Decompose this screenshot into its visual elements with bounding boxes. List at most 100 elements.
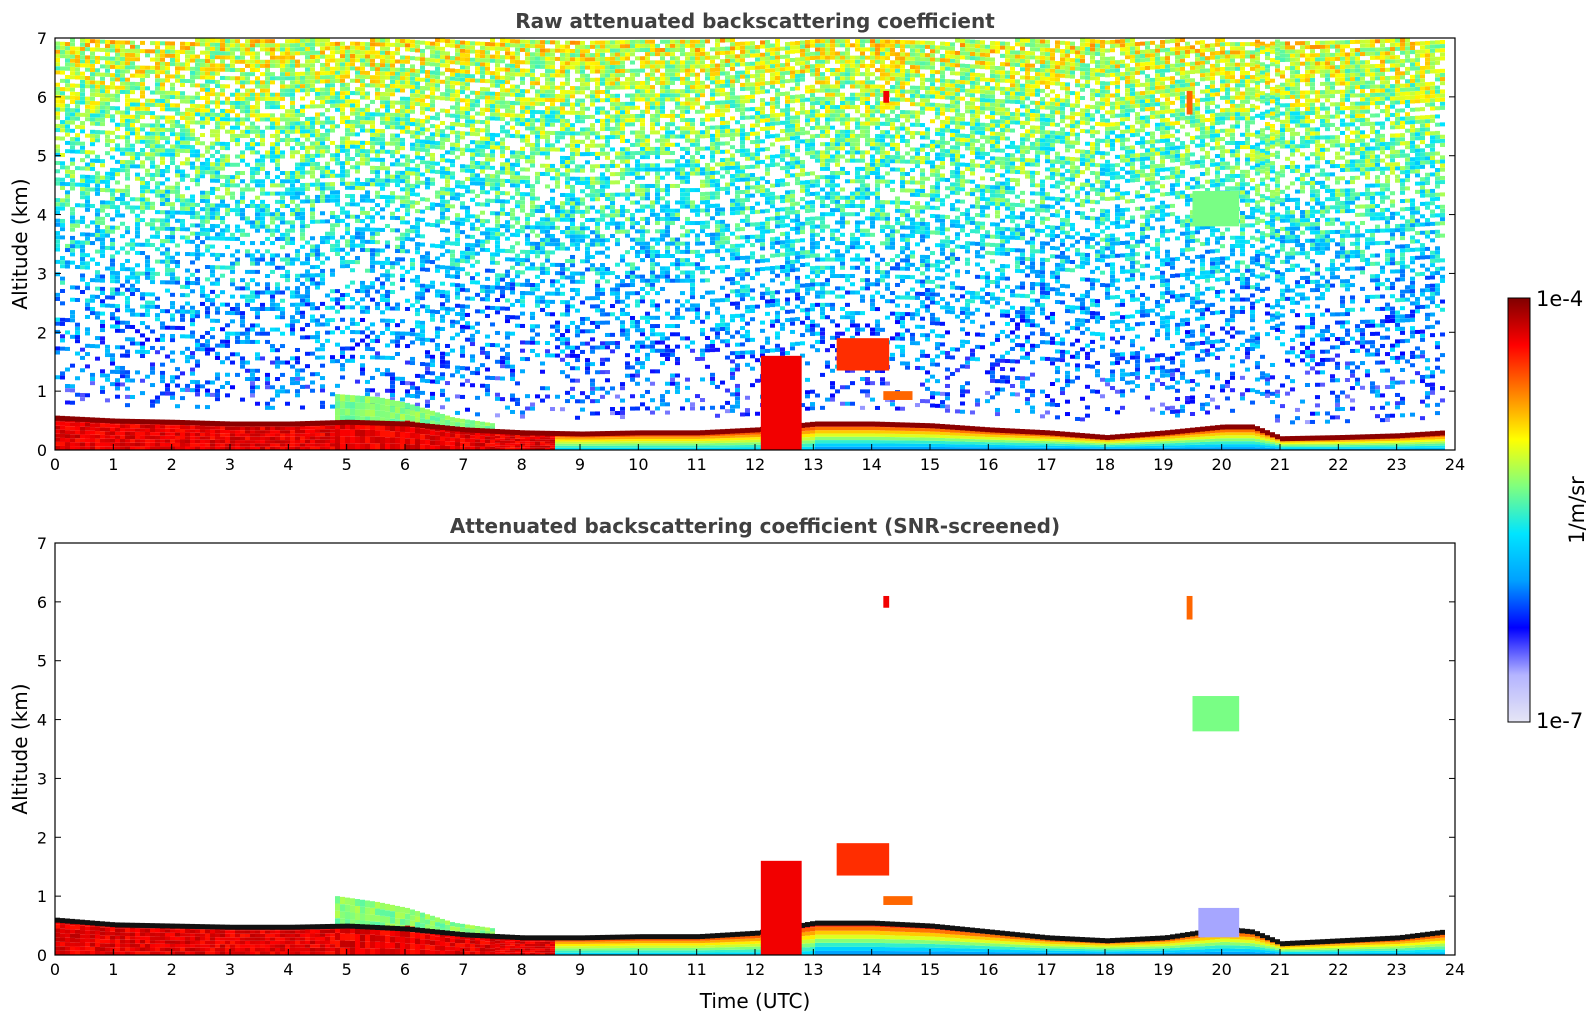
noise-cell: [545, 201, 550, 205]
noise-cell: [245, 270, 250, 274]
noise-cell: [285, 233, 290, 237]
noise-cell: [205, 228, 210, 232]
noise-cell: [330, 215, 335, 219]
noise-cell: [125, 90, 130, 94]
noise-cell: [145, 263, 150, 267]
noise-cell: [375, 351, 380, 355]
noise-cell: [235, 117, 240, 121]
noise-cell: [110, 48, 115, 52]
noise-cell: [535, 275, 540, 279]
noise-cell: [220, 195, 225, 199]
noise-cell: [285, 113, 290, 117]
noise-cell: [240, 72, 245, 76]
noise-cell: [555, 86, 560, 90]
noise-cell: [105, 102, 110, 106]
noise-cell: [360, 54, 365, 58]
noise-cell: [515, 68, 520, 72]
noise-cell: [240, 130, 245, 134]
noise-cell: [230, 352, 235, 356]
noise-cell: [555, 209, 560, 213]
noise-cell: [250, 381, 255, 385]
noise-cell: [240, 332, 245, 336]
noise-cell: [150, 70, 155, 74]
noise-cell: [385, 96, 390, 100]
noise-cell: [380, 59, 385, 63]
noise-cell: [550, 123, 555, 127]
noise-cell: [60, 301, 65, 305]
noise-cell: [195, 137, 200, 141]
noise-cell: [150, 132, 155, 136]
noise-cell: [365, 240, 370, 244]
noise-cell: [440, 109, 445, 113]
noise-cell: [545, 213, 550, 217]
noise-cell: [245, 43, 250, 47]
noise-cell: [340, 330, 345, 334]
noise-cell: [315, 117, 320, 121]
noise-cell: [225, 332, 230, 336]
noise-cell: [385, 372, 390, 376]
noise-cell: [350, 108, 355, 112]
noise-cell: [505, 88, 510, 92]
noise-cell: [565, 329, 570, 333]
noise-cell: [95, 250, 100, 254]
noise-cell: [245, 282, 250, 286]
noise-cell: [465, 272, 470, 276]
noise-cell: [125, 69, 130, 73]
noise-cell: [260, 130, 265, 134]
noise-cell: [495, 220, 500, 224]
noise-cell: [525, 266, 530, 270]
noise-cell: [110, 287, 115, 291]
noise-cell: [515, 233, 520, 237]
noise-cell: [230, 307, 235, 311]
noise-cell: [130, 210, 135, 214]
noise-cell: [405, 187, 410, 191]
noise-cell: [560, 193, 565, 197]
noise-cell: [315, 59, 320, 63]
noise-cell: [190, 166, 195, 170]
noise-cell: [530, 155, 535, 159]
noise-cell: [200, 117, 205, 121]
noise-cell: [510, 76, 515, 80]
noise-cell: [70, 182, 75, 186]
noise-cell: [155, 313, 160, 317]
noise-cell: [325, 256, 330, 260]
noise-cell: [135, 74, 140, 78]
noise-cell: [360, 108, 365, 112]
noise-cell: [460, 288, 465, 292]
noise-cell: [110, 226, 115, 230]
noise-cell: [55, 293, 60, 297]
noise-cell: [60, 322, 65, 326]
noise-cell: [195, 42, 200, 46]
noise-cell: [490, 71, 495, 75]
noise-cell: [200, 154, 205, 158]
noise-cell: [375, 133, 380, 137]
noise-cell: [210, 290, 215, 294]
noise-cell: [120, 267, 125, 271]
noise-cell: [525, 122, 530, 126]
noise-cell: [465, 251, 470, 255]
noise-cell: [120, 263, 125, 267]
noise-cell: [430, 54, 435, 58]
noise-cell: [415, 246, 420, 250]
noise-cell: [195, 59, 200, 63]
noise-cell: [210, 67, 215, 71]
noise-cell: [265, 402, 270, 406]
noise-cell: [545, 135, 550, 139]
noise-cell: [70, 240, 75, 244]
noise-cell: [455, 258, 460, 262]
noise-cell: [55, 231, 60, 235]
noise-cell: [435, 59, 440, 63]
noise-cell: [455, 296, 460, 300]
noise-cell: [210, 273, 215, 277]
noise-cell: [360, 46, 365, 50]
noise-cell: [265, 237, 270, 241]
noise-cell: [250, 299, 255, 303]
noise-cell: [305, 385, 310, 389]
noise-cell: [510, 134, 515, 138]
noise-cell: [220, 146, 225, 150]
noise-cell: [75, 55, 80, 59]
noise-cell: [535, 205, 540, 209]
noise-cell: [85, 266, 90, 270]
noise-cell: [500, 154, 505, 158]
noise-cell: [285, 175, 290, 179]
